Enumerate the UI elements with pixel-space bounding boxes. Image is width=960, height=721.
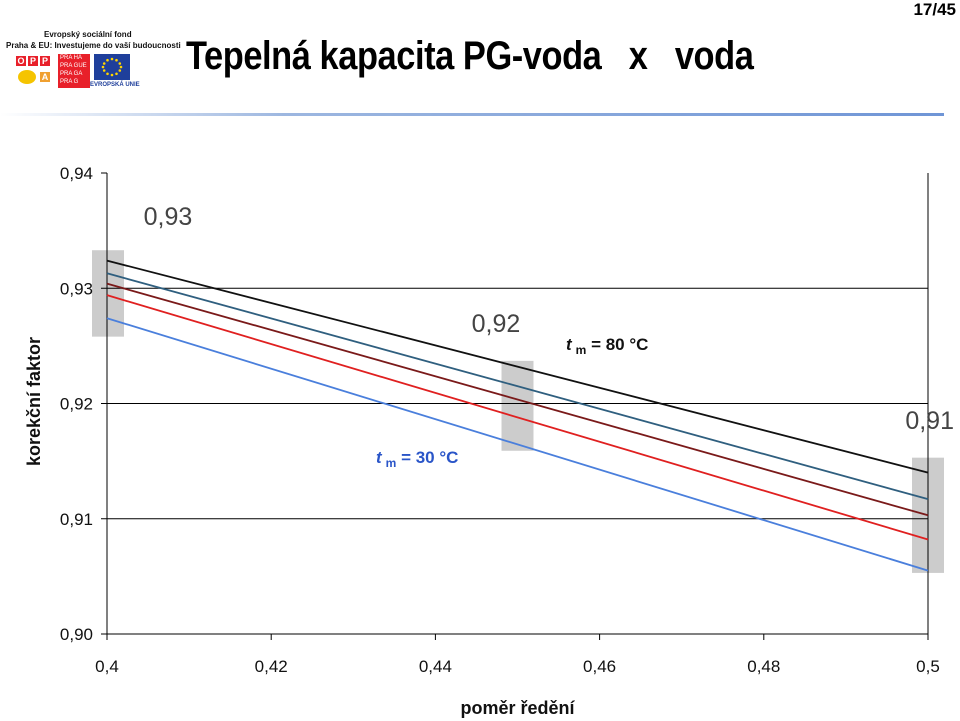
esf-logo: Evropský sociální fond Praha & EU: Inves… xyxy=(6,30,181,92)
temperature-subscript: m xyxy=(386,456,397,470)
x-axis-title: poměr ředění xyxy=(460,698,575,718)
eu-label: EVROPSKÁ UNIE xyxy=(90,82,140,88)
y-tick-label: 0,92 xyxy=(60,395,93,414)
series-line xyxy=(106,282,929,517)
logo-slogan: Praha & EU: Investujeme do vaší budoucno… xyxy=(6,41,181,50)
eu-flag-icon xyxy=(94,54,130,80)
y-tick-label: 0,91 xyxy=(60,510,93,529)
y-tick-label: 0,93 xyxy=(60,279,93,298)
value-annotation: 0,92 xyxy=(472,310,521,338)
page-title: Tepelná kapacita PG-voda x voda xyxy=(186,34,754,78)
series-line xyxy=(106,317,929,572)
axes xyxy=(101,172,929,640)
x-tick-label: 0,46 xyxy=(583,657,616,676)
praha-row: PRA HA xyxy=(60,55,83,61)
praha-row: PRA GA xyxy=(60,71,83,77)
annotations: 0,930,920,91t m = 80 °Ct m = 30 °C xyxy=(144,203,954,470)
page-number: 17/45 xyxy=(913,0,956,19)
x-tick-label: 0,5 xyxy=(916,657,940,676)
temperature-subscript: m xyxy=(576,343,587,357)
logo-fund-name: Evropský sociální fond xyxy=(44,30,132,39)
oppa-logo: O P P A xyxy=(14,54,58,88)
temperature-value: = 30 °C xyxy=(396,448,458,467)
praha-logo: PRA HA PRA GUE PRA GA PRA G xyxy=(58,54,90,88)
highlight-bands xyxy=(92,250,944,573)
tick-labels: 0,90 0,91 0,92 0,93 0,94 0,4 0,42 0,44 0,46 0,48 0… xyxy=(60,164,940,676)
temperature-symbol: t xyxy=(566,335,573,354)
x-tick-label: 0,44 xyxy=(419,657,452,676)
y-tick-label: 0,94 xyxy=(60,164,93,183)
y-axis-title: korekční faktor xyxy=(24,337,44,466)
gridlines xyxy=(107,287,928,520)
temperature-symbol: t xyxy=(376,448,383,467)
value-annotation: 0,91 xyxy=(905,407,954,435)
y-tick-label: 0,90 xyxy=(60,625,93,644)
oppa-emblem-icon xyxy=(18,70,36,84)
series-line xyxy=(106,272,929,501)
header-divider xyxy=(0,113,944,116)
praha-row: PRA G xyxy=(60,79,79,85)
oppa-letter: P xyxy=(40,56,50,66)
series-line xyxy=(106,259,929,474)
praha-row: PRA GUE xyxy=(60,63,87,69)
oppa-letter: A xyxy=(40,72,50,82)
series-lines xyxy=(106,259,929,572)
value-annotation: 0,93 xyxy=(144,203,193,231)
x-tick-label: 0,48 xyxy=(747,657,780,676)
oppa-letter: P xyxy=(28,56,38,66)
x-tick-label: 0,42 xyxy=(255,657,288,676)
x-tick-label: 0,4 xyxy=(95,657,119,676)
highlight-band xyxy=(501,360,534,451)
slide-header: Evropský sociální fond Praha & EU: Inves… xyxy=(0,0,960,120)
oppa-letter: O xyxy=(16,56,26,66)
series-line xyxy=(106,294,929,541)
temperature-value: = 80 °C xyxy=(586,335,648,354)
